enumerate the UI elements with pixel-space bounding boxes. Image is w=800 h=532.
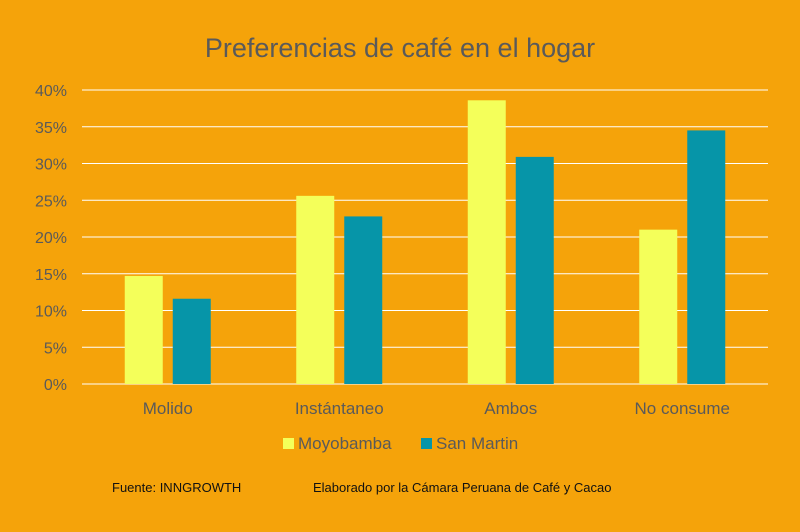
x-tick-label: Instántaneo (295, 399, 384, 418)
bar (124, 275, 163, 384)
y-tick-label: 10% (35, 304, 67, 321)
y-tick-label: 0% (44, 377, 67, 394)
y-axis: 0% 5% 10% 15% 20% 25% 30% 35% 40% (35, 83, 67, 394)
source-note: Fuente: INNGROWTH (112, 480, 242, 495)
x-tick-label: Ambos (484, 399, 537, 418)
x-axis: Molido Instántaneo Ambos No consume (143, 399, 730, 418)
y-tick-label: 5% (44, 340, 67, 357)
legend-swatch (283, 438, 294, 449)
bar (515, 156, 554, 384)
credit-note: Elaborado por la Cámara Peruana de Café … (313, 480, 612, 495)
bar (467, 100, 506, 384)
legend-label: San Martin (436, 434, 518, 453)
legend-swatch (421, 438, 432, 449)
chart-title: Preferencias de café en el hogar (205, 33, 595, 63)
legend-label: Moyobamba (298, 434, 392, 453)
bar (296, 195, 335, 384)
bar (687, 130, 726, 384)
y-tick-label: 25% (35, 193, 67, 210)
bar (639, 229, 678, 384)
y-tick-label: 30% (35, 157, 67, 174)
x-tick-label: No consume (635, 399, 730, 418)
y-tick-label: 40% (35, 83, 67, 100)
legend: Moyobamba San Martin (283, 434, 518, 453)
y-tick-label: 20% (35, 230, 67, 247)
bar (172, 298, 211, 384)
x-tick-label: Molido (143, 399, 193, 418)
bar (344, 216, 383, 384)
y-tick-label: 35% (35, 120, 67, 137)
y-tick-label: 15% (35, 267, 67, 284)
bars (124, 100, 726, 384)
